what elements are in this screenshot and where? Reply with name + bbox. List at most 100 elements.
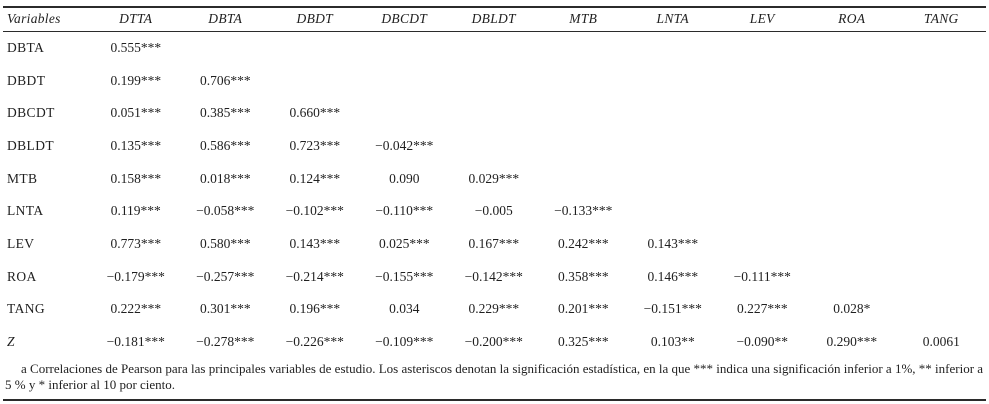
row-label-lnta: LNTA <box>7 203 44 219</box>
correlation-cell: 0.199*** <box>110 72 162 88</box>
correlation-cell: 0.580*** <box>199 235 251 251</box>
correlation-cell <box>807 162 897 195</box>
correlation-cell <box>539 162 629 195</box>
correlation-cell: 0.201*** <box>557 301 609 317</box>
row-label-dbdt: DBDT <box>7 72 46 88</box>
correlation-cell: 0.119*** <box>110 203 161 219</box>
column-header-dbta: DBTA <box>180 7 270 32</box>
correlation-cell: 0.706*** <box>199 72 251 88</box>
correlation-cell <box>897 195 987 228</box>
correlation-cell <box>718 97 808 130</box>
correlation-cell <box>718 162 808 195</box>
correlation-cell: 0.0061 <box>922 334 960 350</box>
correlation-cell: −0.181*** <box>106 334 165 350</box>
correlation-cell: 0.555*** <box>110 40 162 56</box>
footnote-text: Correlaciones de Pearson para las princi… <box>5 361 984 393</box>
correlation-cell: 0.018*** <box>199 170 251 186</box>
correlation-cell <box>897 260 987 293</box>
correlation-cell: −0.151*** <box>643 301 702 317</box>
correlation-cell <box>539 64 629 97</box>
column-header-mtb: MTB <box>538 7 628 32</box>
correlation-cell: −0.111*** <box>733 268 791 284</box>
column-header-dbdt: DBDT <box>270 7 360 32</box>
correlation-cell <box>897 293 987 326</box>
column-header-variables: Variables <box>3 7 91 32</box>
correlation-cell: −0.109*** <box>375 334 434 350</box>
correlation-cell <box>897 32 987 65</box>
correlation-cell: 0.143*** <box>289 235 341 251</box>
correlation-cell: −0.257*** <box>196 268 255 284</box>
correlation-cell <box>897 97 987 130</box>
correlation-cell: −0.110*** <box>375 203 434 219</box>
row-label-tang: TANG <box>7 301 46 317</box>
correlation-cell <box>539 32 629 65</box>
correlation-cell: −0.005 <box>474 203 513 219</box>
correlation-cell: 0.025*** <box>378 235 430 251</box>
correlation-cell: −0.058*** <box>196 203 255 219</box>
correlation-cell <box>807 32 897 65</box>
correlation-cell <box>628 64 718 97</box>
correlation-cell: 0.660*** <box>289 105 341 121</box>
correlation-cell: 0.242*** <box>557 235 609 251</box>
correlation-cell <box>181 32 271 65</box>
correlation-cell <box>718 64 808 97</box>
correlation-cell: 0.103** <box>650 334 695 350</box>
correlation-cell: 0.227*** <box>736 301 788 317</box>
correlation-cell: 0.158*** <box>110 170 162 186</box>
correlation-cell <box>539 130 629 163</box>
correlation-cell: 0.290*** <box>826 334 878 350</box>
correlation-cell <box>270 64 360 97</box>
correlation-cell: −0.102*** <box>285 203 344 219</box>
correlation-cell: −0.155*** <box>375 268 434 284</box>
row-label-roa: ROA <box>7 268 37 284</box>
correlation-cell <box>897 228 987 261</box>
correlation-cell: 0.325*** <box>557 334 609 350</box>
table-row: DBCDT 0.051*** 0.385*** 0.660*** <box>3 97 986 130</box>
correlation-cell: −0.278*** <box>196 334 255 350</box>
correlation-cell: 0.358*** <box>557 268 609 284</box>
correlation-cell: 0.222*** <box>110 301 162 317</box>
correlation-cell <box>807 228 897 261</box>
table-footnote: a Correlaciones de Pearson para las prin… <box>3 358 986 402</box>
correlation-cell <box>628 130 718 163</box>
correlation-cell: −0.133*** <box>554 203 613 219</box>
correlation-cell <box>718 130 808 163</box>
table-row: TANG 0.222*** 0.301*** 0.196*** 0.034 0.229**… <box>3 293 986 326</box>
table-row: DBDT 0.199*** 0.706*** <box>3 64 986 97</box>
footnote-marker: a <box>21 361 27 377</box>
column-header-dbldt: DBLDT <box>449 7 539 32</box>
correlation-cell: 0.146*** <box>647 268 699 284</box>
correlation-cell <box>449 130 539 163</box>
correlation-cell: −0.142*** <box>464 268 523 284</box>
column-header-dtta: DTTA <box>91 7 181 32</box>
correlation-cell: 0.229*** <box>468 301 520 317</box>
correlation-cell <box>449 32 539 65</box>
table-row: Z −0.181*** −0.278*** −0.226*** −0.109*** −0.… <box>3 326 986 359</box>
correlation-cell <box>718 228 808 261</box>
table-row: LEV 0.773*** 0.580*** 0.143*** 0.025*** 0.167… <box>3 228 986 261</box>
column-header-tang: TANG <box>896 7 986 32</box>
column-header-lev: LEV <box>717 7 807 32</box>
correlation-cell: 0.090 <box>389 170 420 186</box>
correlation-cell <box>449 64 539 97</box>
column-header-lnta: LNTA <box>628 7 718 32</box>
correlation-cell: 0.385*** <box>199 105 251 121</box>
row-label-dbta: DBTA <box>7 40 45 56</box>
column-header-roa: ROA <box>807 7 897 32</box>
correlation-cell <box>628 195 718 228</box>
correlation-cell <box>718 32 808 65</box>
table-row: MTB 0.158*** 0.018*** 0.124*** 0.090 0.029*** <box>3 162 986 195</box>
correlation-cell: 0.029*** <box>468 170 520 186</box>
correlation-cell: 0.051*** <box>110 105 162 121</box>
correlation-cell <box>897 64 987 97</box>
correlation-cell <box>718 195 808 228</box>
correlation-cell: 0.028* <box>833 301 871 317</box>
correlation-cell <box>897 130 987 163</box>
correlation-cell <box>807 195 897 228</box>
correlation-cell: 0.586*** <box>199 137 251 153</box>
correlation-cell <box>360 32 450 65</box>
correlation-cell: 0.196*** <box>289 301 341 317</box>
correlation-cell <box>628 162 718 195</box>
correlation-cell <box>807 260 897 293</box>
